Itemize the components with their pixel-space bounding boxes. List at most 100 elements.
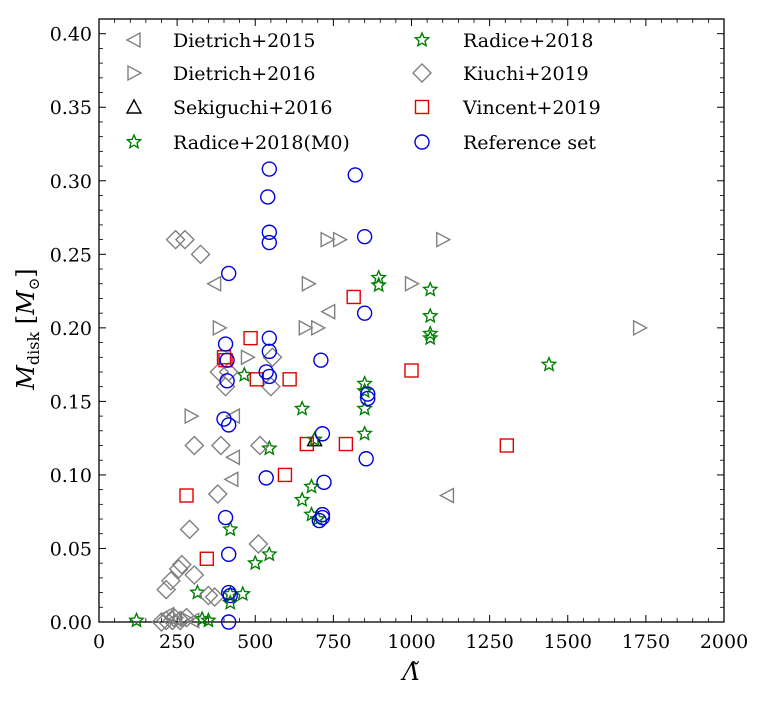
data-point [249,372,265,387]
data-point [184,564,205,585]
data-point [243,330,258,346]
data-point [421,307,439,324]
data-point [224,449,241,466]
data-point [171,554,192,575]
y-tick-label: 0.05 [50,538,92,560]
data-point [198,585,219,606]
data-point [168,559,189,580]
data-point [179,488,194,503]
data-point [261,330,278,346]
x-tick-label: 1750 [622,631,670,653]
data-point [260,545,278,562]
y-axis-label-sub: disk [24,332,43,366]
data-point [320,231,336,248]
data-point [260,376,281,397]
data-point [261,224,278,240]
y-tick-label: 0.30 [50,171,92,193]
data-points [128,161,649,632]
data-point [220,546,237,563]
data-point [184,435,205,456]
data-point [220,265,237,282]
data-point [258,470,274,486]
data-point [184,407,200,425]
data-point [209,361,230,382]
data-point [299,436,315,452]
data-point [311,512,328,529]
legend-marker [414,134,430,150]
data-point [632,319,649,337]
data-point [356,228,373,245]
data-point [176,607,197,628]
x-tick-label: 2000 [700,631,748,653]
data-point [438,487,455,504]
x-tick-label: 1500 [544,631,592,653]
data-point [260,439,278,456]
series-dietrich-2016 [179,231,649,628]
x-axis-label: Λ̃ [400,658,419,686]
data-point [356,399,373,416]
y-axis-label-unit-close: ] [12,268,40,277]
data-point [306,430,323,447]
data-point [301,275,317,292]
data-point [206,275,222,292]
y-axis-label-unit-sub: ⊙ [25,278,43,291]
legend-label: Sekiguchi+2016 [173,97,332,119]
data-point [220,584,237,601]
data-point [358,451,374,467]
data-point [199,551,215,566]
data-point [220,417,237,433]
legend-marker [414,99,430,115]
data-point [261,161,278,177]
axis-ticks: 0 250 500 750 1000 1250 1500 1750 2000 0.00 0.05 0.… [50,18,748,653]
data-point [421,324,439,341]
x-tick-label: 750 [315,631,351,653]
legend-marker [125,98,143,114]
series-dietrich-2015 [159,275,455,629]
data-point [220,614,237,630]
data-point [332,231,349,248]
y-axis-label-unit-symbol: M [12,289,40,316]
x-tick-label: 0 [93,631,105,653]
data-point [313,352,329,368]
data-point [128,611,145,628]
data-point [346,289,361,305]
series-kiuchi-2019 [151,229,283,632]
legend-marker [125,133,143,150]
legend-marker [412,63,432,83]
data-point [261,234,278,251]
data-point [212,319,228,337]
x-tick-label: 1000 [387,631,435,653]
y-axis-label: Mdisk [M⊙] [12,268,43,390]
data-point [258,364,274,380]
data-point [235,366,253,383]
series-radice-2018-m0- [128,611,145,628]
data-point [204,587,225,607]
data-point [293,399,311,416]
data-point [151,612,172,632]
y-axis-label-main: M [12,364,40,391]
data-point [282,372,297,387]
legend-label: Dietrich+2015 [173,30,316,52]
data-point [262,347,283,368]
data-point [219,352,235,368]
data-point [160,570,181,591]
data-point [277,467,293,483]
data-point [370,269,388,285]
data-point [260,189,276,205]
y-tick-label: 0.35 [50,97,92,119]
data-point [215,376,236,397]
data-point [170,610,191,631]
data-point [246,554,264,571]
data-point [165,229,186,250]
data-point [189,583,206,600]
y-axis-label-unit-open: [ [12,315,40,332]
data-point [370,276,388,293]
data-point [223,471,239,488]
y-tick-label: 0.00 [50,612,92,634]
data-point [311,319,327,337]
data-point [540,355,558,372]
data-point [219,373,235,389]
data-point [234,585,252,602]
data-point [436,231,452,248]
